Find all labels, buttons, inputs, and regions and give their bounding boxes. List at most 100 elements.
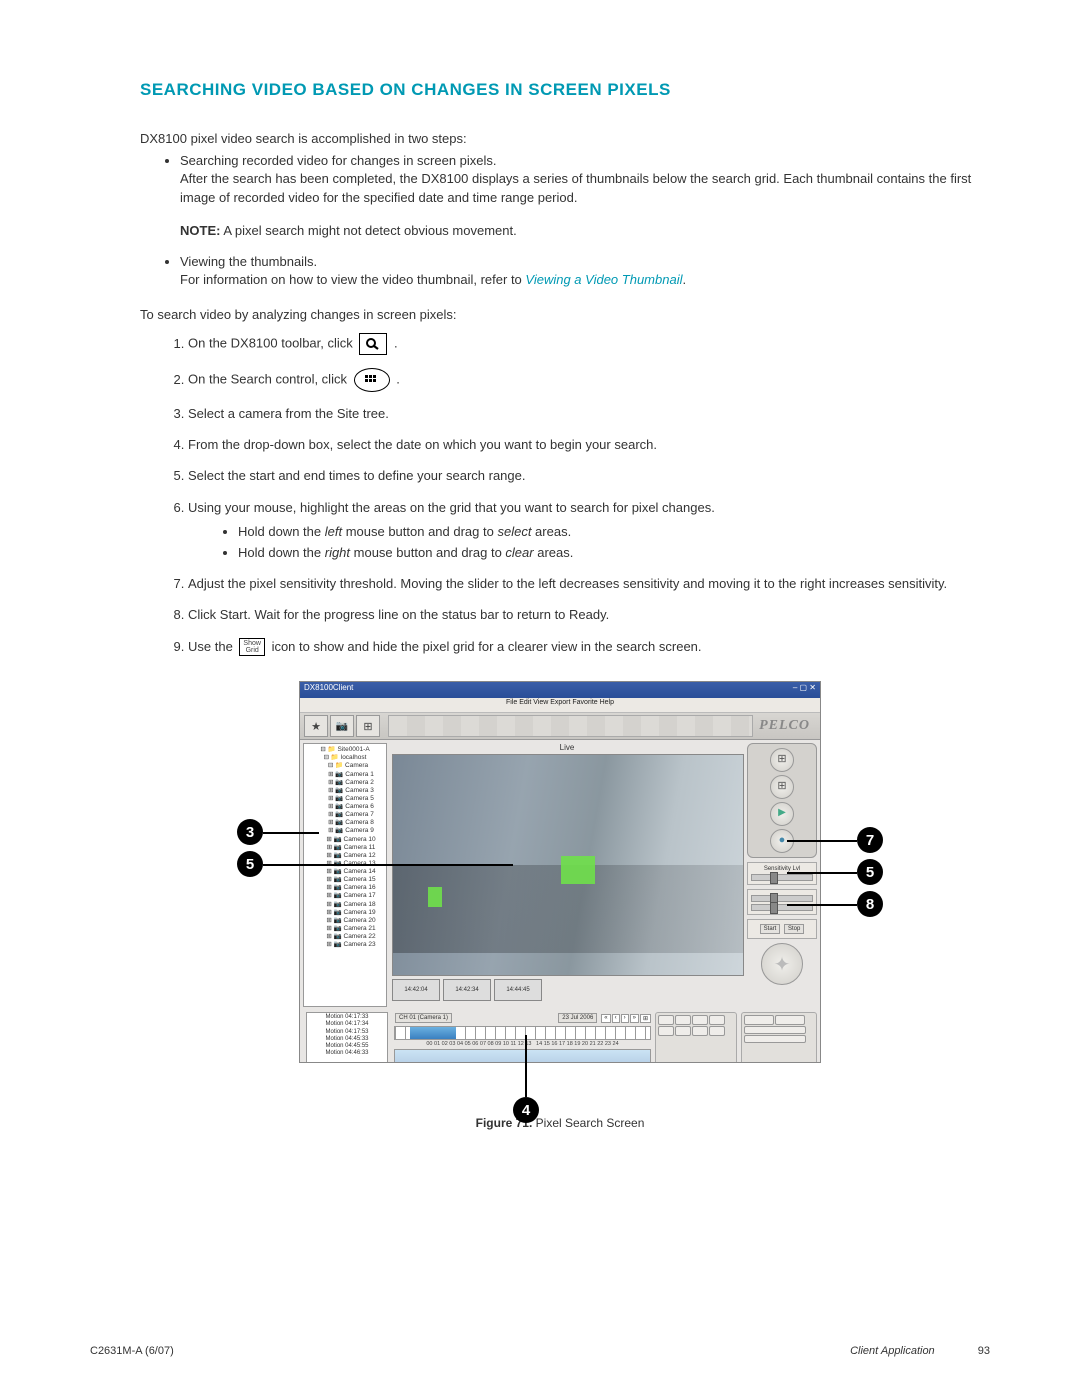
callout-5l-line bbox=[263, 864, 513, 866]
tree-camera-item[interactable]: ⊞ 📷 Camera 14 bbox=[306, 868, 384, 876]
callout-7: 7 bbox=[857, 827, 883, 853]
tree-camera-item[interactable]: ⊞ 📷 Camera 3 bbox=[306, 787, 384, 795]
date-dropdown[interactable]: 23 Jul 2006 bbox=[558, 1013, 597, 1023]
main-toolbar: PELCO bbox=[300, 713, 820, 740]
site-tree[interactable]: ⊟ 📁 Site0001-A ⊟ 📁 localhost ⊟ 📁 Camera … bbox=[303, 743, 387, 1007]
figure-title: Pixel Search Screen bbox=[532, 1116, 644, 1130]
nav-icons[interactable]: «‹›»⊞ bbox=[601, 1014, 651, 1023]
tree-camera-folder[interactable]: ⊟ 📁 Camera bbox=[306, 762, 384, 770]
timeline-2[interactable] bbox=[394, 1049, 651, 1063]
callout-3: 3 bbox=[237, 819, 263, 845]
tree-camera-item[interactable]: ⊞ 📷 Camera 8 bbox=[306, 819, 384, 827]
intro-text: DX8100 pixel video search is accomplishe… bbox=[140, 130, 980, 149]
tree-camera-item[interactable]: ⊞ 📷 Camera 12 bbox=[306, 852, 384, 860]
figure-caption: Figure 71. Pixel Search Screen bbox=[140, 1116, 980, 1130]
tree-camera-item[interactable]: ⊞ 📷 Camera 20 bbox=[306, 917, 384, 925]
tree-camera-item[interactable]: ⊞ 📷 Camera 10 bbox=[306, 836, 384, 844]
top-bullets: Searching recorded video for changes in … bbox=[180, 153, 980, 290]
tree-camera-item[interactable]: ⊞ 📷 Camera 11 bbox=[306, 844, 384, 852]
bullet-2: Viewing the thumbnails. For information … bbox=[180, 254, 980, 290]
tree-camera-item[interactable]: ⊞ 📷 Camera 23 bbox=[306, 941, 384, 949]
thumbnail-row: 14:42:0414:42:3414:44:45 bbox=[392, 979, 742, 1001]
live-label: Live bbox=[392, 743, 742, 752]
step-3: Select a camera from the Site tree. bbox=[188, 405, 980, 423]
thumbnail[interactable]: 14:44:45 bbox=[494, 979, 542, 1001]
search-toolbar-icon bbox=[359, 333, 387, 355]
motion-event[interactable]: Motion 04:45:55 bbox=[308, 1043, 386, 1050]
motion-event[interactable]: Motion 04:17:34 bbox=[308, 1021, 386, 1028]
page-footer: C2631M-A (6/07) Client Application 93 bbox=[90, 1345, 990, 1357]
footer-page-number: 93 bbox=[978, 1345, 990, 1357]
camera-dropdown[interactable]: CH 01 (Camera 1) bbox=[395, 1013, 452, 1023]
step-1-a: On the DX8100 toolbar, click bbox=[188, 336, 356, 351]
toolbar-star-icon[interactable] bbox=[304, 715, 328, 737]
motion-events-list[interactable]: Motion 04:17:33Motion 04:17:34Motion 04:… bbox=[306, 1012, 388, 1063]
stop-button[interactable]: Stop bbox=[784, 924, 804, 934]
right-panel: Sensitivity Lvl Start Stop bbox=[747, 743, 817, 1007]
step-1-b: . bbox=[394, 336, 398, 351]
tree-camera-item[interactable]: ⊞ 📷 Camera 15 bbox=[306, 876, 384, 884]
tree-camera-item[interactable]: ⊞ 📷 Camera 1 bbox=[306, 771, 384, 779]
viewing-thumbnail-link[interactable]: Viewing a Video Thumbnail bbox=[525, 272, 682, 287]
motion-event[interactable]: Motion 04:17:33 bbox=[308, 1014, 386, 1021]
callout-5-left: 5 bbox=[237, 851, 263, 877]
playback-controls[interactable] bbox=[655, 1012, 737, 1063]
timeline[interactable] bbox=[394, 1026, 651, 1040]
step-6-text: Using your mouse, highlight the areas on… bbox=[188, 500, 715, 515]
callout-4: 4 bbox=[513, 1097, 539, 1123]
toolbar-strip bbox=[388, 715, 753, 737]
step-9: Use the Show Grid icon to show and hide … bbox=[188, 638, 980, 657]
bullet-2-pre: For information on how to view the video… bbox=[180, 272, 525, 287]
step-8: Click Start. Wait for the progress line … bbox=[188, 606, 980, 624]
tree-camera-item[interactable]: ⊞ 📷 Camera 6 bbox=[306, 803, 384, 811]
step-6-sub: Hold down the left mouse button and drag… bbox=[238, 523, 980, 562]
motion-event[interactable]: Motion 04:46:33 bbox=[308, 1050, 386, 1057]
pixel-grid-button[interactable] bbox=[770, 748, 794, 772]
dpad-control[interactable] bbox=[761, 943, 803, 985]
motion-event[interactable]: Motion 04:45:33 bbox=[308, 1036, 386, 1043]
tree-camera-item[interactable]: ⊞ 📷 Camera 16 bbox=[306, 884, 384, 892]
from-time[interactable] bbox=[751, 895, 813, 902]
screenshot: DX8100Client – ▢ ✕ File Edit View Export… bbox=[299, 681, 821, 1063]
time-range-panel bbox=[747, 889, 817, 915]
bullet-1-body: After the search has been completed, the… bbox=[180, 170, 980, 208]
step-2: On the Search control, click . bbox=[188, 368, 980, 392]
callout-3-line bbox=[263, 832, 319, 834]
tree-camera-item[interactable]: ⊞ 📷 Camera 18 bbox=[306, 901, 384, 909]
step-9-b: icon to show and hide the pixel grid for… bbox=[272, 639, 702, 654]
step-6a: Hold down the left mouse button and drag… bbox=[238, 523, 980, 541]
tree-camera-item[interactable]: ⊞ 📷 Camera 19 bbox=[306, 909, 384, 917]
tree-camera-item[interactable]: ⊞ 📷 Camera 17 bbox=[306, 892, 384, 900]
tree-camera-item[interactable]: ⊞ 📷 Camera 7 bbox=[306, 811, 384, 819]
motion-event[interactable]: Motion 04:17:53 bbox=[308, 1029, 386, 1036]
export-controls[interactable] bbox=[741, 1012, 817, 1063]
pelco-logo: PELCO bbox=[759, 718, 816, 734]
sensitivity-slider[interactable] bbox=[751, 874, 813, 881]
callout-5r-line bbox=[787, 872, 857, 874]
menu-bar[interactable]: File Edit View Export Favorite Help bbox=[300, 698, 820, 713]
note-label: NOTE: bbox=[180, 223, 220, 238]
pixel-highlight-1 bbox=[561, 856, 595, 884]
tree-root-1[interactable]: ⊟ 📁 Site0001-A bbox=[306, 746, 384, 754]
toolbar-search-icon[interactable] bbox=[330, 715, 354, 737]
step-1: On the DX8100 toolbar, click . bbox=[188, 333, 980, 355]
section-heading: SEARCHING VIDEO BASED ON CHANGES IN SCRE… bbox=[140, 80, 980, 100]
bullet-1: Searching recorded video for changes in … bbox=[180, 153, 980, 241]
window-controls-icon[interactable]: – ▢ ✕ bbox=[793, 683, 816, 697]
thumbnail[interactable]: 14:42:04 bbox=[392, 979, 440, 1001]
tree-camera-item[interactable]: ⊞ 📷 Camera 2 bbox=[306, 779, 384, 787]
callout-5-right: 5 bbox=[857, 859, 883, 885]
tree-camera-item[interactable]: ⊞ 📷 Camera 22 bbox=[306, 933, 384, 941]
start-stop-panel: Start Stop bbox=[747, 919, 817, 939]
toolbar-grid-icon[interactable] bbox=[356, 715, 380, 737]
show-grid-icon: Show Grid bbox=[239, 638, 265, 656]
play-button[interactable] bbox=[770, 802, 794, 826]
note-body: A pixel search might not detect obvious … bbox=[220, 223, 516, 238]
tree-camera-item[interactable]: ⊞ 📷 Camera 21 bbox=[306, 925, 384, 933]
start-button[interactable]: Start bbox=[760, 924, 781, 934]
tree-root-2[interactable]: ⊟ 📁 localhost bbox=[306, 754, 384, 762]
mode-button-2[interactable] bbox=[770, 775, 794, 799]
tree-camera-item[interactable]: ⊞ 📷 Camera 5 bbox=[306, 795, 384, 803]
pixel-highlight-2 bbox=[428, 887, 442, 907]
thumbnail[interactable]: 14:42:34 bbox=[443, 979, 491, 1001]
